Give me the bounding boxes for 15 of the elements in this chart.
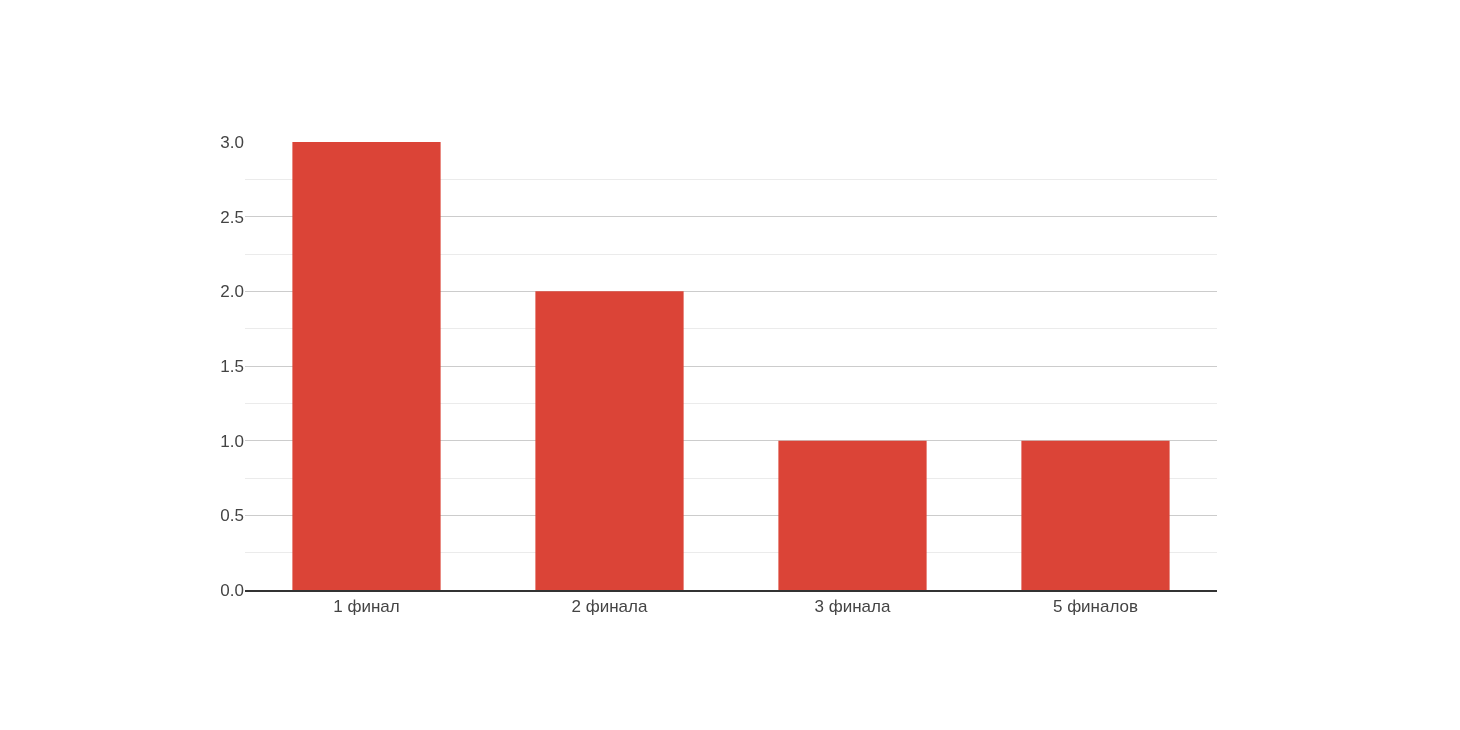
x-tick-label: 3 финала (814, 597, 891, 617)
y-tick-label: 1.0 (220, 431, 244, 451)
bar (535, 291, 684, 590)
x-tick-label: 5 финалов (1052, 597, 1139, 617)
y-tick-label: 1.5 (220, 356, 244, 376)
bar (1021, 440, 1170, 590)
y-tick-label: 0.0 (220, 580, 244, 600)
x-tick-label: 2 финала (571, 597, 648, 617)
bar (778, 440, 927, 590)
bar (292, 142, 441, 590)
y-tick-label: 2.0 (220, 282, 244, 302)
y-tick-label: 3.0 (220, 132, 244, 152)
x-tick-label: 1 финал (333, 597, 400, 617)
y-tick-label: 0.5 (220, 506, 244, 526)
y-tick-label: 2.5 (220, 207, 244, 227)
